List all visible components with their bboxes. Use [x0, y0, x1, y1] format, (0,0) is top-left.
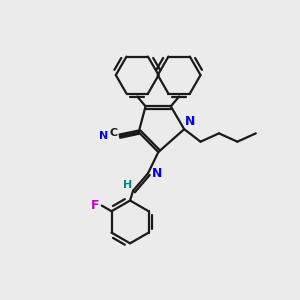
Text: N: N: [99, 131, 109, 141]
Text: C: C: [109, 128, 117, 138]
Text: N: N: [185, 115, 196, 128]
Text: N: N: [152, 167, 162, 180]
Text: H: H: [123, 180, 132, 190]
Text: F: F: [91, 199, 99, 212]
